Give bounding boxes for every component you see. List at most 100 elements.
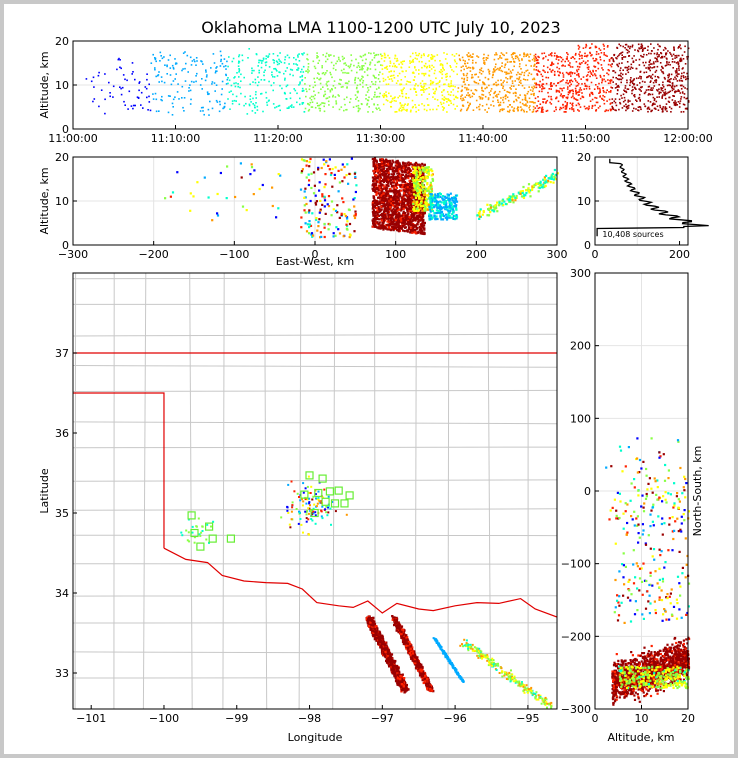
time-altitude-point <box>577 68 580 71</box>
east-west-point <box>511 195 514 198</box>
east-west-point <box>417 175 420 179</box>
time-altitude-point <box>279 109 281 112</box>
time-altitude-point <box>609 103 612 105</box>
time-altitude-point <box>533 60 536 62</box>
time-altitude-point <box>342 58 344 61</box>
time-altitude-point <box>403 104 405 107</box>
east-west-point <box>403 230 406 233</box>
east-west-point <box>389 195 392 198</box>
time-altitude-point <box>384 67 386 69</box>
time-altitude-point <box>571 66 574 68</box>
time-altitude-point <box>188 87 190 89</box>
east-west-point <box>394 198 397 201</box>
time-altitude-point <box>620 94 622 97</box>
time-altitude-point <box>187 71 189 73</box>
time-altitude-point <box>528 86 530 88</box>
time-altitude-point <box>639 98 641 101</box>
east-west-point <box>423 232 426 235</box>
time-altitude-point <box>527 74 530 77</box>
east-west-point <box>371 219 374 222</box>
time-altitude-point <box>400 89 403 92</box>
time-altitude-point <box>675 69 678 72</box>
time-altitude-point <box>385 95 388 98</box>
time-altitude-point <box>422 87 425 90</box>
time-altitude-point <box>229 108 231 110</box>
time-altitude-point <box>675 72 677 74</box>
time-altitude-point <box>322 102 325 104</box>
east-west-point <box>411 175 414 178</box>
time-altitude-point <box>159 51 162 54</box>
time-altitude-point <box>512 53 514 55</box>
time-altitude-point <box>394 111 396 113</box>
time-altitude-point <box>166 65 168 68</box>
time-altitude-point <box>196 72 198 75</box>
time-altitude-point <box>611 87 614 89</box>
time-altitude-point <box>640 43 643 46</box>
time-altitude-point <box>366 91 369 93</box>
time-altitude-point <box>343 62 345 65</box>
east-west-point <box>392 207 395 210</box>
east-west-point <box>392 201 395 205</box>
time-altitude-point <box>476 106 478 109</box>
east-west-point <box>385 160 388 163</box>
time-altitude-point <box>601 67 603 69</box>
time-altitude-point <box>533 65 535 67</box>
time-altitude-point <box>216 70 218 72</box>
time-altitude-point <box>524 104 527 107</box>
time-altitude-point <box>639 89 641 91</box>
time-altitude-point <box>531 58 534 61</box>
time-altitude-point <box>493 70 496 73</box>
time-altitude-point <box>253 69 255 72</box>
east-west-point <box>416 200 419 203</box>
time-altitude-point <box>138 89 140 92</box>
east-west-point <box>380 219 383 222</box>
east-west-point <box>406 210 409 213</box>
time-altitude-point <box>643 92 646 94</box>
time-altitude-point <box>415 106 417 109</box>
time-altitude-point <box>475 61 477 64</box>
east-west-point <box>476 214 479 217</box>
time-altitude-point <box>620 81 622 84</box>
east-west-point <box>414 224 417 227</box>
time-axis-tick-label: 11:00:00 <box>48 132 97 145</box>
time-altitude-point <box>523 110 526 113</box>
time-altitude-point <box>581 62 583 64</box>
time-altitude-point <box>626 66 629 69</box>
time-altitude-point <box>483 53 485 56</box>
time-altitude-point <box>537 69 539 72</box>
east-west-point <box>451 208 454 211</box>
time-altitude-point <box>393 99 396 102</box>
time-altitude-point <box>536 109 539 112</box>
time-altitude-point <box>660 87 663 90</box>
time-altitude-point <box>463 78 465 81</box>
time-altitude-point <box>589 46 592 49</box>
east-west-point <box>354 210 357 213</box>
time-altitude-point <box>661 66 664 69</box>
east-west-point <box>393 188 396 191</box>
time-altitude-point <box>379 92 381 95</box>
east-west-point <box>389 216 392 219</box>
time-altitude-point <box>479 103 481 106</box>
time-altitude-point <box>277 105 280 107</box>
time-altitude-point <box>219 65 222 67</box>
time-altitude-point <box>587 71 590 74</box>
time-altitude-point <box>506 61 509 63</box>
time-altitude-point <box>340 79 342 81</box>
east-west-point <box>398 162 401 165</box>
time-altitude-point <box>407 96 410 99</box>
time-altitude-point <box>606 72 608 74</box>
time-altitude-point <box>550 64 553 67</box>
time-altitude-point <box>374 64 376 66</box>
time-altitude-point <box>630 66 633 69</box>
east-west-point <box>402 229 405 232</box>
time-altitude-point <box>490 88 493 90</box>
time-altitude-point <box>609 64 612 66</box>
time-altitude-point <box>524 79 527 81</box>
east-west-point <box>496 201 499 204</box>
time-altitude-point <box>391 80 394 82</box>
time-altitude-point <box>562 106 565 109</box>
time-altitude-point <box>170 83 173 86</box>
time-altitude-point <box>569 107 571 110</box>
time-altitude-point <box>223 65 225 68</box>
east-west-point <box>386 178 390 181</box>
